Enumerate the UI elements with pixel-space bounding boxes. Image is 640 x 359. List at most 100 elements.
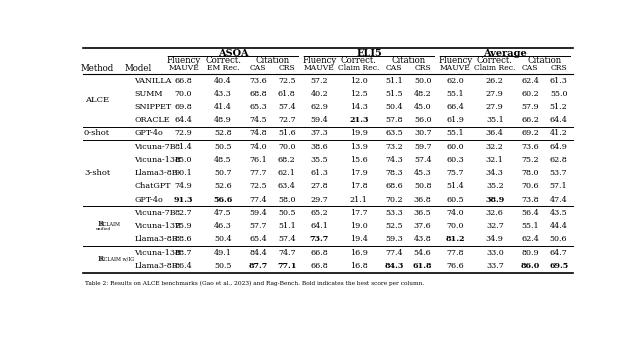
Text: 48.2: 48.2	[414, 90, 431, 98]
Text: ASQA: ASQA	[218, 48, 248, 57]
Text: 65.3: 65.3	[250, 103, 268, 111]
Text: 49.1: 49.1	[214, 249, 232, 257]
Text: 60.5: 60.5	[447, 196, 464, 204]
Text: 46.3: 46.3	[214, 222, 232, 230]
Text: 69.8: 69.8	[175, 103, 193, 111]
Text: 27.8: 27.8	[310, 182, 328, 191]
Text: Correct.: Correct.	[341, 56, 377, 65]
Text: Correct.: Correct.	[205, 56, 241, 65]
Text: 74.7: 74.7	[278, 249, 296, 257]
Text: Vicuna-13B: Vicuna-13B	[134, 222, 181, 230]
Text: 43.3: 43.3	[214, 90, 232, 98]
Text: 53.3: 53.3	[385, 209, 403, 217]
Text: ALCE: ALCE	[85, 96, 109, 104]
Text: ECLAIM w/IG: ECLAIM w/IG	[100, 256, 134, 261]
Text: 64.4: 64.4	[550, 116, 568, 124]
Text: 51.4: 51.4	[447, 182, 464, 191]
Text: 70.0: 70.0	[175, 90, 193, 98]
Text: 57.8: 57.8	[385, 116, 403, 124]
Text: Model: Model	[125, 64, 152, 73]
Text: 73.7: 73.7	[310, 236, 329, 243]
Text: 62.0: 62.0	[447, 76, 464, 84]
Text: 59.7: 59.7	[414, 143, 431, 151]
Text: 68.8: 68.8	[250, 90, 267, 98]
Text: 70.0: 70.0	[278, 143, 296, 151]
Text: 77.1: 77.1	[277, 262, 296, 270]
Text: 32.2: 32.2	[486, 143, 504, 151]
Text: 50.5: 50.5	[214, 262, 232, 270]
Text: Citation: Citation	[527, 56, 561, 65]
Text: Vicuna-7B: Vicuna-7B	[134, 209, 176, 217]
Text: 50.5: 50.5	[278, 209, 296, 217]
Text: 66.4: 66.4	[447, 103, 464, 111]
Text: Method: Method	[81, 64, 114, 73]
Text: 66.8: 66.8	[310, 262, 328, 270]
Text: 59.3: 59.3	[385, 236, 403, 243]
Text: 72.9: 72.9	[175, 130, 193, 137]
Text: CRS: CRS	[414, 65, 431, 73]
Text: MAUVE: MAUVE	[168, 65, 199, 73]
Text: 57.1: 57.1	[550, 182, 568, 191]
Text: 48.5: 48.5	[214, 156, 232, 164]
Text: 15.6: 15.6	[350, 156, 368, 164]
Text: 64.9: 64.9	[550, 143, 568, 151]
Text: 35.1: 35.1	[486, 116, 504, 124]
Text: 68.6: 68.6	[385, 182, 403, 191]
Text: SUMM: SUMM	[134, 90, 163, 98]
Text: 52.5: 52.5	[385, 222, 403, 230]
Text: 19.9: 19.9	[350, 130, 368, 137]
Text: 52.8: 52.8	[214, 130, 232, 137]
Text: 85.0: 85.0	[175, 156, 193, 164]
Text: 50.8: 50.8	[414, 182, 431, 191]
Text: 54.6: 54.6	[414, 249, 431, 257]
Text: Vicuna-13B: Vicuna-13B	[134, 156, 181, 164]
Text: CAS: CAS	[250, 65, 267, 73]
Text: 73.6: 73.6	[250, 76, 268, 84]
Text: 88.7: 88.7	[175, 249, 193, 257]
Text: VANILLA: VANILLA	[134, 76, 172, 84]
Text: 17.8: 17.8	[350, 182, 368, 191]
Text: 62.8: 62.8	[550, 156, 568, 164]
Text: 68.2: 68.2	[278, 156, 296, 164]
Text: 77.7: 77.7	[250, 169, 267, 177]
Text: Vicuna-7B: Vicuna-7B	[134, 143, 176, 151]
Text: 57.4: 57.4	[278, 236, 296, 243]
Text: 70.2: 70.2	[385, 196, 403, 204]
Text: 56.4: 56.4	[521, 209, 539, 217]
Text: 50.0: 50.0	[414, 76, 431, 84]
Text: 80.9: 80.9	[522, 249, 539, 257]
Text: CAS: CAS	[386, 65, 403, 73]
Text: 38.6: 38.6	[310, 143, 328, 151]
Text: 41.4: 41.4	[214, 103, 232, 111]
Text: 17.7: 17.7	[350, 209, 368, 217]
Text: ELI5: ELI5	[356, 48, 382, 57]
Text: 69.2: 69.2	[521, 130, 539, 137]
Text: 74.0: 74.0	[447, 209, 464, 217]
Text: 74.8: 74.8	[250, 130, 267, 137]
Text: 51.2: 51.2	[550, 103, 568, 111]
Text: 57.4: 57.4	[278, 103, 296, 111]
Text: 34.3: 34.3	[486, 169, 504, 177]
Text: 81.4: 81.4	[175, 143, 193, 151]
Text: 40.4: 40.4	[214, 76, 232, 84]
Text: 30.7: 30.7	[414, 130, 431, 137]
Text: 61.3: 61.3	[310, 169, 328, 177]
Text: Fluency: Fluency	[302, 56, 337, 65]
Text: 72.5: 72.5	[250, 182, 267, 191]
Text: 78.3: 78.3	[385, 169, 403, 177]
Text: 77.4: 77.4	[250, 196, 267, 204]
Text: MAUVE: MAUVE	[440, 65, 471, 73]
Text: Table 2: Results on ALCE benchmarks (Gao et al., 2023) and Rag-Bench. Bold indic: Table 2: Results on ALCE benchmarks (Gao…	[84, 280, 424, 285]
Text: 73.8: 73.8	[522, 196, 539, 204]
Text: 50.4: 50.4	[214, 236, 232, 243]
Text: 75.9: 75.9	[175, 222, 193, 230]
Text: 76.1: 76.1	[250, 156, 268, 164]
Text: 36.4: 36.4	[486, 130, 504, 137]
Text: unified: unified	[96, 227, 111, 231]
Text: 3-shot: 3-shot	[84, 169, 110, 177]
Text: 61.8: 61.8	[278, 90, 296, 98]
Text: 74.0: 74.0	[250, 143, 267, 151]
Text: 66.8: 66.8	[310, 249, 328, 257]
Text: 59.4: 59.4	[310, 116, 328, 124]
Text: CRS: CRS	[550, 65, 567, 73]
